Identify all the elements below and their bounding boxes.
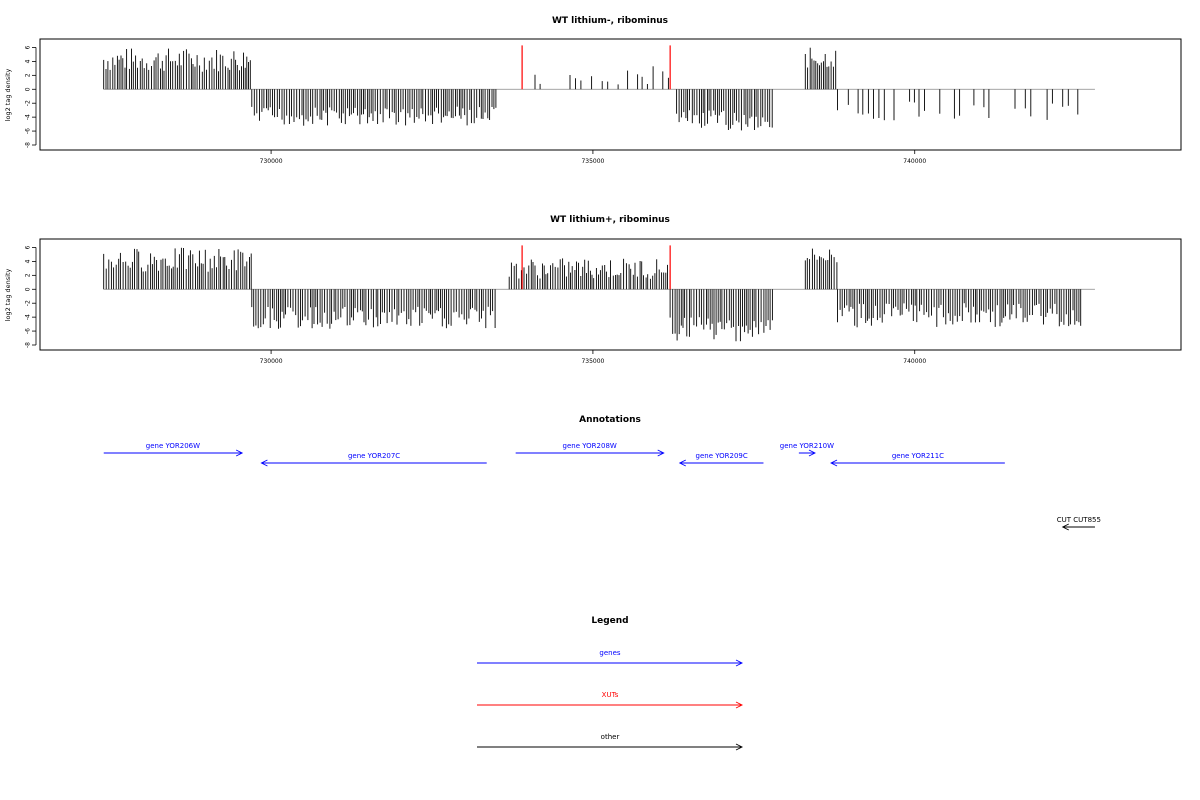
legend-item-label: genes <box>599 649 620 657</box>
y-tick-label: -2 <box>25 100 32 106</box>
y-tick-label: 6 <box>25 245 32 249</box>
legend-item-label: XUTs <box>602 691 619 699</box>
legend-item: genes <box>477 649 744 667</box>
feature-label: gene YOR211C <box>892 452 944 460</box>
track-panel-lithium-minus: WT lithium-, ribominus log2 tag density … <box>4 16 1182 165</box>
y-tick-label: 4 <box>25 59 32 63</box>
legend-items: genes XUTs other <box>477 649 744 751</box>
feature-arrow: gene YOR207C <box>260 452 487 467</box>
y-axis: 6 4 2 0 -2 -4 -6 -8 <box>25 45 37 148</box>
y-tick-label: -2 <box>25 300 32 306</box>
y-axis-label: log2 tag density <box>4 69 12 122</box>
panel-title: WT lithium+, ribominus <box>550 215 670 225</box>
feature-label: gene YOR210W <box>780 442 834 450</box>
x-tick-label: 735000 <box>581 158 604 165</box>
plot-frame <box>39 38 1182 151</box>
y-tick-label: 6 <box>25 45 32 49</box>
y-tick-label: 4 <box>25 259 32 263</box>
annotations-title: Annotations <box>579 415 641 425</box>
y-tick-label: 0 <box>25 87 32 91</box>
arrow-head <box>678 459 687 467</box>
track-panel-lithium-plus: WT lithium+, ribominus log2 tag density … <box>4 215 1182 365</box>
feature-label: gene YOR208W <box>563 442 617 450</box>
feature-arrow: gene YOR211C <box>830 452 1005 467</box>
x-tick-label: 735000 <box>581 358 604 365</box>
feature-arrows: gene YOR206W gene YOR207C gene YOR208W gene… <box>103 442 1101 531</box>
y-tick-label: -6 <box>25 128 32 134</box>
feature-arrow: gene YOR208W <box>515 442 665 457</box>
feature-label: CUT CUT855 <box>1057 516 1101 524</box>
arrow-head <box>808 449 816 457</box>
panel-title: WT lithium-, ribominus <box>552 16 668 26</box>
x-tick-label: 730000 <box>260 358 283 365</box>
legend-item-label: other <box>601 733 620 741</box>
x-tick-label: 730000 <box>260 158 283 165</box>
legend: Legend genes XUTs other <box>477 616 744 751</box>
y-tick-label: -6 <box>25 328 32 334</box>
y-tick-label: -8 <box>25 342 32 348</box>
feature-arrow: gene YOR210W <box>780 442 834 457</box>
feature-label: gene YOR206W <box>146 442 200 450</box>
arrow-head <box>1061 523 1069 531</box>
legend-arrow-head <box>735 743 744 751</box>
y-tick-label: -4 <box>25 314 32 320</box>
y-axis: 6 4 2 0 -2 -4 -6 -8 <box>25 245 37 348</box>
legend-title: Legend <box>591 616 628 626</box>
legend-arrow-head <box>735 659 744 667</box>
arrow-head <box>830 459 838 467</box>
legend-item: XUTs <box>477 691 744 709</box>
arrow-head <box>235 449 244 457</box>
y-tick-label: 0 <box>25 287 32 291</box>
feature-arrow: gene YOR206W <box>103 442 244 457</box>
arrow-head <box>260 459 268 467</box>
x-axis: 730000 735000 740000 <box>260 150 926 165</box>
y-tick-label: -8 <box>25 142 32 148</box>
y-tick-label: 2 <box>25 273 32 277</box>
legend-arrow-head <box>735 701 744 709</box>
arrow-head <box>657 449 665 457</box>
y-tick-label: 2 <box>25 73 32 77</box>
x-axis: 730000 735000 740000 <box>260 350 926 365</box>
feature-label: gene YOR209C <box>696 452 748 460</box>
plot-frame <box>39 238 1182 351</box>
feature-arrow: gene YOR209C <box>678 452 764 467</box>
x-tick-label: 740000 <box>903 358 926 365</box>
y-axis-label: log2 tag density <box>4 269 12 322</box>
legend-item: other <box>477 733 744 751</box>
feature-label: gene YOR207C <box>348 452 400 460</box>
density-bars <box>103 45 1095 131</box>
y-tick-label: -4 <box>25 114 32 120</box>
feature-arrow: CUT CUT855 <box>1057 516 1101 531</box>
x-tick-label: 740000 <box>903 158 926 165</box>
density-bars <box>103 245 1095 342</box>
